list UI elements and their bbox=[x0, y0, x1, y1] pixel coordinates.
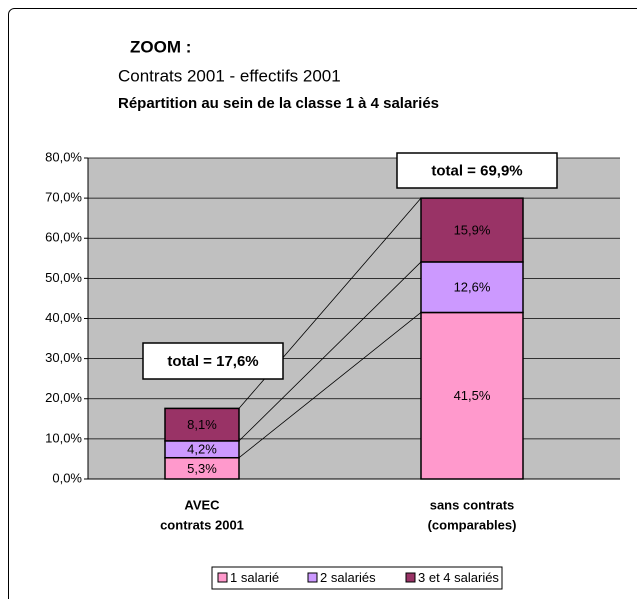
connector bbox=[238, 261, 422, 442]
y-tick-label: 0,0% bbox=[52, 470, 82, 485]
chart-subtitle: Répartition au sein de la classe 1 à 4 s… bbox=[118, 95, 439, 112]
bar-segment bbox=[164, 407, 240, 442]
legend-box bbox=[211, 566, 503, 590]
total-label: total = 17,6% bbox=[167, 353, 258, 370]
x-tick-label: sans contrats bbox=[430, 497, 515, 512]
value-label: 12,6% bbox=[454, 280, 491, 295]
x-tick-label: contrats 2001 bbox=[160, 517, 244, 532]
y-tick-label: 50,0% bbox=[45, 270, 82, 285]
y-tick-label: 40,0% bbox=[45, 310, 82, 325]
x-tick-label: AVEC bbox=[184, 497, 220, 512]
value-label: 4,2% bbox=[187, 442, 217, 457]
legend-label: 2 salariés bbox=[320, 570, 376, 585]
value-label: 5,3% bbox=[187, 461, 217, 476]
legend-swatch bbox=[405, 572, 416, 583]
x-tick-label: (comparables) bbox=[428, 517, 517, 532]
y-tick-label: 30,0% bbox=[45, 350, 82, 365]
value-label: 41,5% bbox=[454, 388, 491, 403]
total-label: total = 69,9% bbox=[431, 162, 522, 179]
bar-segment bbox=[420, 261, 524, 314]
chart-title: ZOOM : bbox=[130, 37, 191, 56]
legend-swatch bbox=[307, 572, 318, 583]
connector bbox=[238, 312, 422, 459]
bar-segment bbox=[420, 311, 524, 480]
legend-swatch bbox=[217, 572, 228, 583]
value-label: 15,9% bbox=[454, 222, 491, 237]
y-tick-label: 80,0% bbox=[45, 149, 82, 164]
total-box bbox=[396, 152, 558, 189]
y-tick-label: 70,0% bbox=[45, 190, 82, 205]
bar-segment bbox=[420, 197, 524, 263]
legend-label: 3 et 4 salariés bbox=[418, 570, 499, 585]
chart-subtitle: Contrats 2001 - effectifs 2001 bbox=[118, 66, 341, 85]
value-label: 8,1% bbox=[187, 417, 217, 432]
y-tick-label: 20,0% bbox=[45, 390, 82, 405]
y-tick-label: 60,0% bbox=[45, 230, 82, 245]
legend-label: 1 salarié bbox=[230, 570, 279, 585]
total-box bbox=[142, 342, 284, 380]
y-tick-label: 10,0% bbox=[45, 430, 82, 445]
